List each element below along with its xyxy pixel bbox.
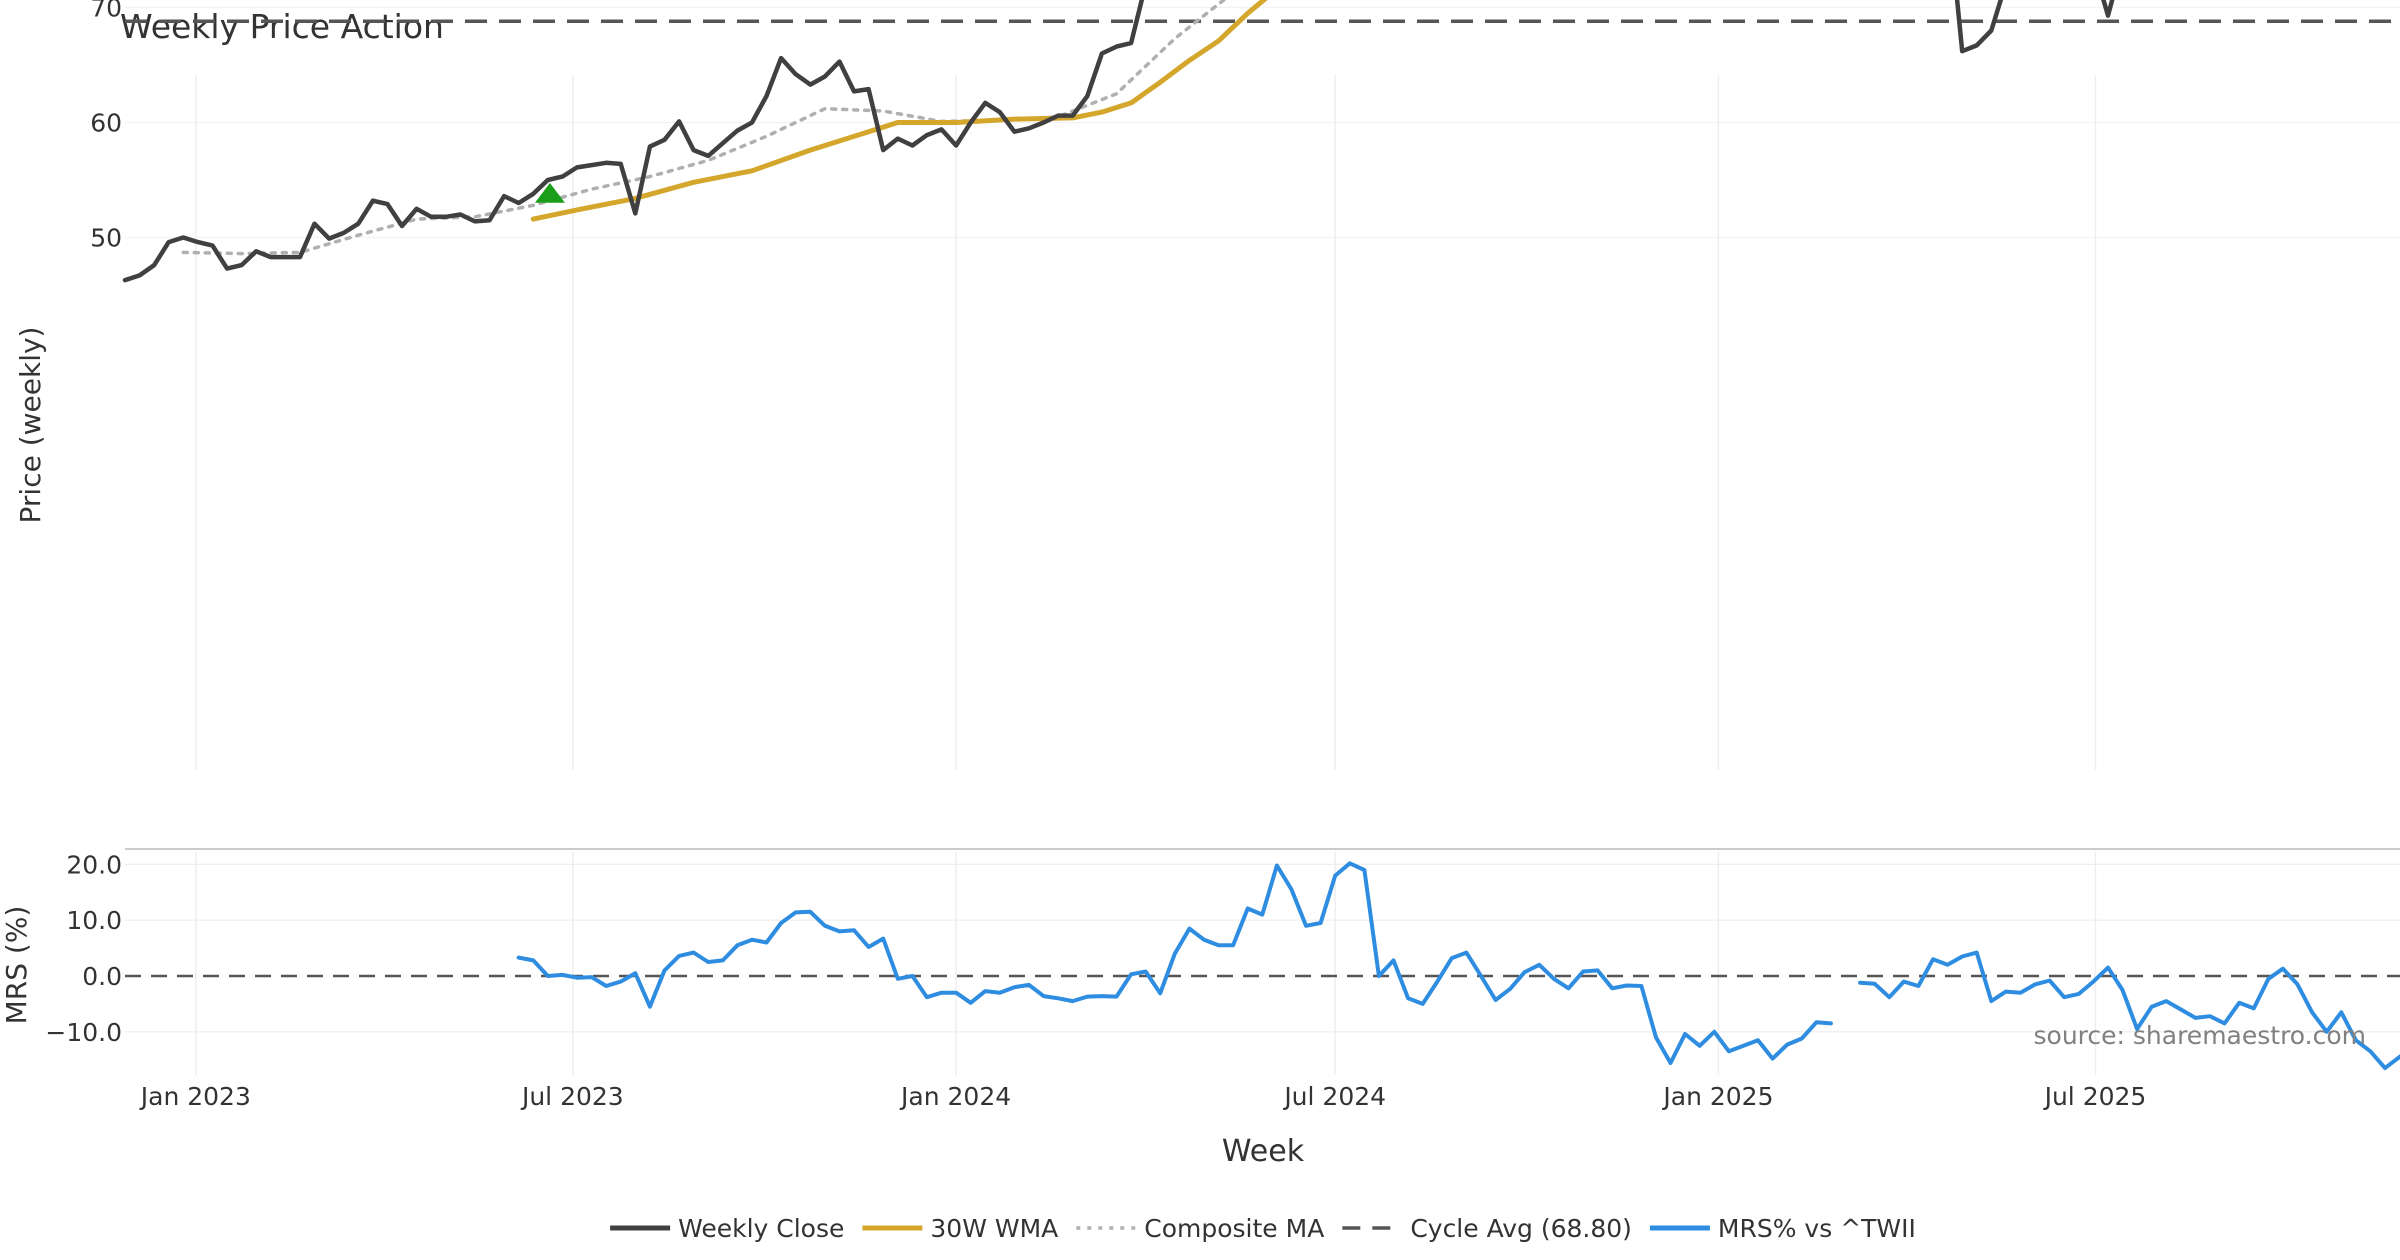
- x-axis: Jan 2023 Jul 2023 Jan 2024 Jul 2024 Jan 2025…: [139, 1082, 2147, 1111]
- legend-label-composite-ma: Composite MA: [1144, 1214, 1324, 1243]
- x-tick-label: Jul 2025: [2043, 1082, 2147, 1111]
- legend-label-weekly-close: Weekly Close: [678, 1214, 844, 1243]
- legend: Weekly Close 30W WMA Composite MA Cycle Avg…: [610, 1214, 1916, 1243]
- price-panel-grid: [125, 6, 2400, 770]
- mrs-line: [516, 861, 1833, 1065]
- legend-label-cycle-avg-68-80: Cycle Avg (68.80): [1410, 1214, 1632, 1243]
- mrs-line: [1858, 950, 2400, 1071]
- price-y-axis: 5060708090100: [90, 0, 122, 253]
- x-tick-label: Jan 2024: [899, 1082, 1011, 1111]
- legend-label-mrs-vs-twii: MRS% vs ^TWII: [1718, 1214, 1916, 1243]
- mrs-y-tick-label: 0.0: [82, 962, 122, 991]
- source-note: source: sharemaestro.com: [2034, 1021, 2367, 1050]
- buy-signal-marker: [534, 183, 565, 203]
- price-y-tick-label: 70: [90, 0, 122, 23]
- wma-30w-line: [530, 0, 1268, 222]
- mrs-series-group: [125, 861, 2400, 1071]
- mrs-y-axis: 20.0 10.0 0.0 −10.0: [45, 850, 122, 1046]
- signal-markers: [534, 183, 565, 203]
- x-axis-label: Week: [1222, 1134, 1305, 1169]
- legend-label-30w-wma: 30W WMA: [930, 1214, 1058, 1243]
- composite-ma-line: [181, 0, 1227, 256]
- price-y-axis-label: Price (weekly): [14, 327, 47, 524]
- weekly-close-line: [122, 0, 2115, 283]
- x-tick-label: Jan 2023: [139, 1082, 251, 1111]
- price-y-tick-label: 50: [90, 224, 122, 253]
- mrs-y-axis-label: MRS (%): [0, 906, 33, 1025]
- price-y-tick-label: 60: [90, 109, 122, 138]
- x-tick-label: Jan 2025: [1661, 1082, 1773, 1111]
- mrs-y-tick-label: 10.0: [66, 906, 122, 935]
- x-tick-label: Jul 2023: [520, 1082, 624, 1111]
- chart-title: Weekly Price Action: [120, 7, 444, 46]
- mrs-y-tick-label: −10.0: [45, 1018, 122, 1047]
- x-tick-label: Jul 2024: [1282, 1082, 1386, 1111]
- price-series-group: [122, 0, 2400, 283]
- mrs-y-tick-label: 20.0: [66, 850, 122, 879]
